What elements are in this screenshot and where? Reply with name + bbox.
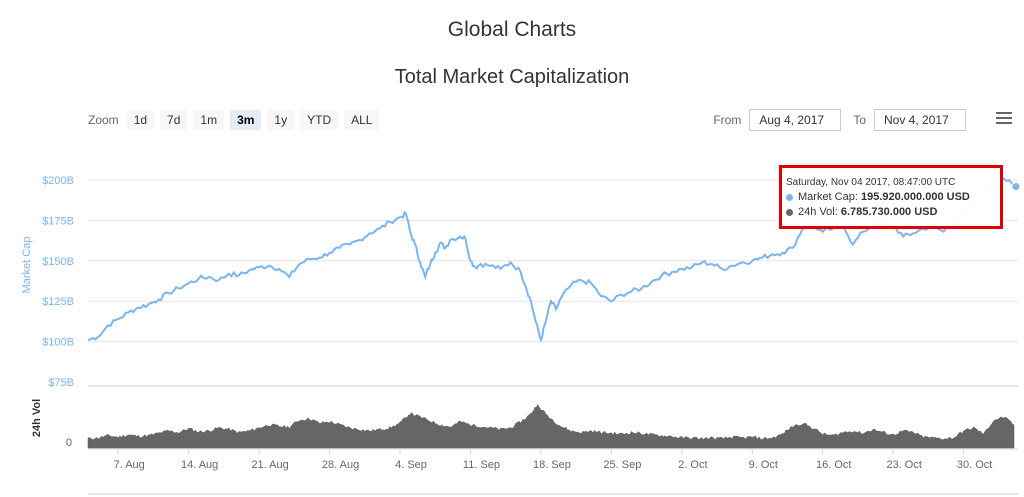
y-tick-label: $100B	[42, 337, 74, 349]
y-tick-label: $125B	[42, 296, 74, 308]
y-tick-label: $150B	[42, 256, 74, 268]
zoom-ytd-button[interactable]: YTD	[300, 110, 339, 130]
x-tick-label: 18. Sep	[533, 459, 571, 471]
tooltip-volume-row: 24h Vol: 6.785.730.000 USD	[786, 206, 1000, 218]
y-tick-label: $175B	[42, 215, 74, 227]
zoom-1y-button[interactable]: 1y	[267, 110, 295, 130]
y-tick-label: $75B	[48, 377, 74, 389]
market-cap-dot-icon	[786, 193, 793, 201]
zoom-1d-button[interactable]: 1d	[126, 110, 155, 130]
volume-dot-icon	[786, 208, 793, 216]
zoom-bar: Zoom 1d 7d 1m 3m 1y YTD ALL	[88, 110, 380, 130]
y-tick-label: $200B	[42, 175, 74, 187]
x-tick-label: 2. Oct	[678, 459, 707, 471]
tooltip-market-cap-label: Market Cap:	[798, 191, 858, 203]
chart-title: Total Market Capitalization	[394, 66, 630, 88]
volume-tick-label-zero: 0	[66, 437, 72, 449]
to-label: To	[853, 113, 866, 127]
x-tick-label: 28. Aug	[322, 459, 359, 471]
to-date-input[interactable]	[874, 109, 966, 131]
date-range: From To	[713, 109, 966, 131]
volume-series-area	[87, 404, 1015, 449]
zoom-3m-button[interactable]: 3m	[230, 110, 262, 130]
x-tick-label: 11. Sep	[463, 459, 500, 471]
x-tick-label: 16. Oct	[816, 459, 851, 471]
hover-tooltip: Saturday, Nov 04 2017, 08:47:00 UTC Mark…	[779, 165, 1003, 229]
x-tick-label: 23. Oct	[886, 459, 921, 471]
volume-axis-label: 24h Vol	[31, 399, 43, 437]
market-cap-hover-marker	[1011, 181, 1021, 191]
x-tick-label: 9. Oct	[749, 459, 778, 471]
zoom-label: Zoom	[88, 113, 119, 127]
zoom-all-button[interactable]: ALL	[344, 110, 380, 130]
zoom-7d-button[interactable]: 7d	[160, 110, 188, 130]
x-tick-label: 30. Oct	[957, 459, 992, 471]
x-tick-label: 7. Aug	[114, 459, 145, 471]
tooltip-date: Saturday, Nov 04 2017, 08:47:00 UTC	[786, 177, 956, 188]
from-label: From	[713, 113, 742, 127]
y-axis-label: Market Cap	[21, 237, 33, 294]
from-date-input[interactable]	[749, 109, 842, 131]
zoom-1m-button[interactable]: 1m	[193, 110, 225, 130]
x-tick-label: 4. Sep	[395, 459, 427, 471]
x-tick-label: 25. Sep	[603, 459, 641, 471]
tooltip-volume-label: 24h Vol:	[798, 206, 838, 218]
page-title: Global Charts	[447, 18, 577, 41]
tooltip-market-cap-row: Market Cap: 195.920.000.000 USD	[786, 191, 1000, 203]
tooltip-market-cap-value: 195.920.000.000 USD	[860, 191, 970, 203]
hamburger-menu-icon[interactable]	[996, 112, 1012, 126]
tooltip-volume-value: 6.785.730.000 USD	[840, 206, 938, 218]
x-tick-label: 21. Aug	[251, 459, 288, 471]
x-tick-label: 14. Aug	[181, 459, 218, 471]
